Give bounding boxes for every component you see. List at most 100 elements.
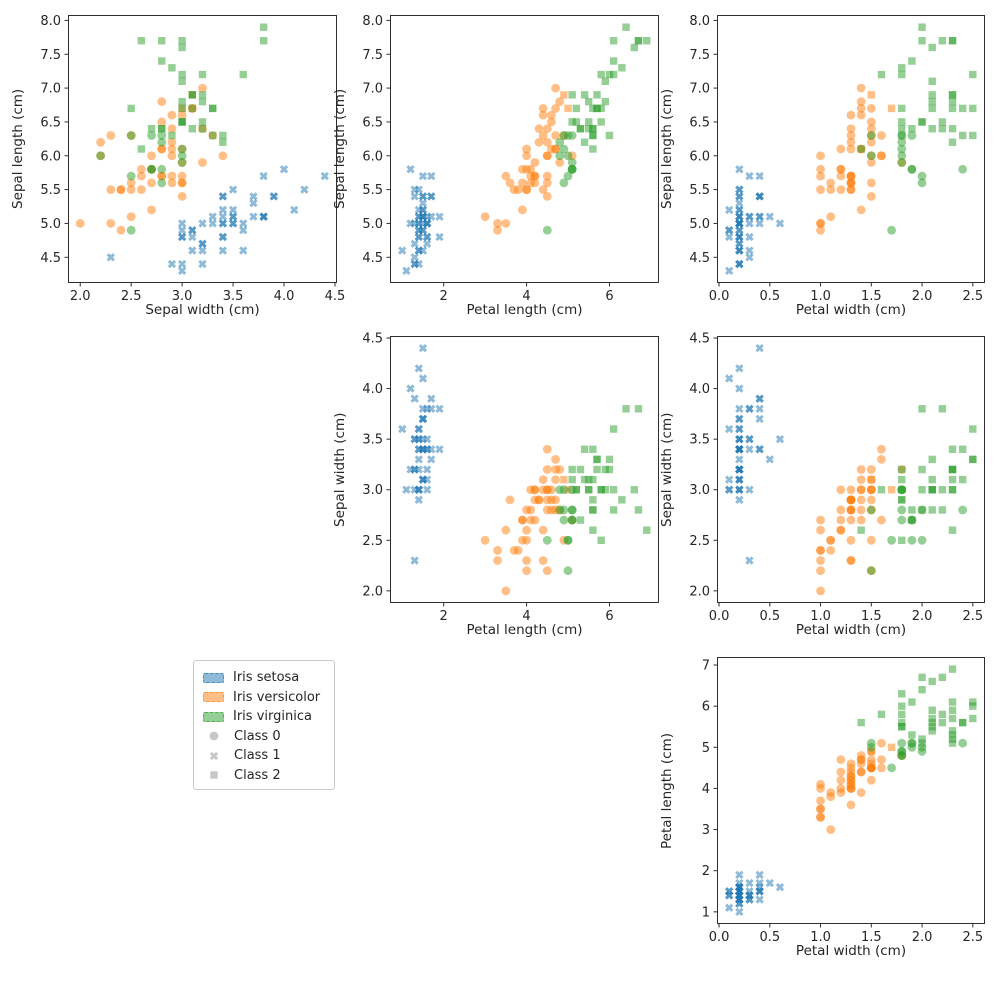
svg-text:3.0: 3.0 [362,483,383,498]
svg-text:2.5: 2.5 [962,609,983,624]
svg-text:1.0: 1.0 [810,609,831,624]
svg-text:6.5: 6.5 [362,115,383,130]
svg-text:2.5: 2.5 [962,930,983,945]
svg-text:3.0: 3.0 [172,289,193,304]
svg-text:2.0: 2.0 [362,584,383,599]
svg-text:2.0: 2.0 [912,930,933,945]
legend-label: Iris setosa [233,670,300,686]
svg-text:0.5: 0.5 [759,609,780,624]
y-axis-label: Sepal width (cm) [332,412,348,527]
svg-text:4.5: 4.5 [325,289,346,304]
svg-text:7.0: 7.0 [40,82,61,97]
svg-text:4.5: 4.5 [689,332,710,347]
scatter-canvas: 0.0 0.5 1.0 1.5 2.0 2.5 4.5 5.0 5.5 6.0 6.5 7.0 7.5 8… [689,14,985,304]
svg-text:4: 4 [522,289,530,304]
svg-text:7.5: 7.5 [362,48,383,63]
x-axis-label: Petal length (cm) [466,622,583,638]
y-axis-label: Sepal length (cm) [332,88,348,210]
svg-text:2.0: 2.0 [70,289,91,304]
svg-text:6.0: 6.0 [40,149,61,164]
svg-text:3.5: 3.5 [223,289,244,304]
scatter-canvas: 2 4 6 2.0 2.5 3.0 3.5 4.0 4.5 [362,332,659,624]
virginica-color-swatch [203,711,224,722]
svg-text:7.5: 7.5 [689,48,710,63]
svg-text:5.5: 5.5 [689,183,710,198]
svg-text:6.0: 6.0 [362,149,383,164]
svg-text:8.0: 8.0 [362,14,383,29]
x-axis-label: Petal width (cm) [795,302,907,318]
svg-text:5.0: 5.0 [362,217,383,232]
svg-text:1.0: 1.0 [810,930,831,945]
subplot-petal-width-vs-sepal-width: 0.0 0.5 1.0 1.5 2.0 2.5 2.0 2.5 3.0 3.5 4.0 4.5 Pet… [659,332,985,638]
x-axis-label: Petal width (cm) [795,622,907,638]
svg-text:1.5: 1.5 [861,609,882,624]
svg-text:8.0: 8.0 [689,14,710,29]
svg-text:2.5: 2.5 [121,289,142,304]
svg-text:3.0: 3.0 [689,483,710,498]
versicolor-color-swatch [203,692,224,703]
scatter-canvas: 2.0 2.5 3.0 3.5 4.0 4.5 4.5 5.0 5.5 6.0 6.5 7.0 7.5 8… [40,14,345,304]
y-axis-label: Petal length (cm) [659,732,675,849]
scatter-canvas: 2 4 6 4.5 5.0 5.5 6.0 6.5 7.0 7.5 8.0 [362,14,659,304]
svg-text:6.5: 6.5 [40,115,61,130]
legend: Iris setosa Iris versicolor Iris virgini… [193,660,335,790]
svg-text:7: 7 [702,659,710,674]
svg-text:3: 3 [702,823,710,838]
y-axis-label: Sepal length (cm) [659,88,675,210]
svg-text:6.0: 6.0 [689,149,710,164]
svg-text:1.5: 1.5 [861,930,882,945]
svg-text:2: 2 [702,864,710,879]
legend-label: Class 1 [234,748,281,764]
svg-text:4.0: 4.0 [362,382,383,397]
svg-text:0.5: 0.5 [759,930,780,945]
svg-text:4.5: 4.5 [689,251,710,266]
svg-text:2.0: 2.0 [689,584,710,599]
svg-text:0.0: 0.0 [709,609,730,624]
setosa-color-swatch [203,672,224,683]
subplot-petal-width-vs-petal-length: 0.0 0.5 1.0 1.5 2.0 2.5 1 2 3 4 5 6 7 Petal width (c… [659,657,985,959]
svg-text:2.5: 2.5 [689,534,710,549]
x-axis-label: Petal width (cm) [795,943,907,959]
svg-text:4.5: 4.5 [40,251,61,266]
svg-text:5.5: 5.5 [362,183,383,198]
svg-text:0.0: 0.0 [709,289,730,304]
circle-marker-icon [209,731,219,741]
svg-text:2.5: 2.5 [962,289,983,304]
legend-label: Class 0 [234,728,281,744]
svg-text:1: 1 [702,905,710,920]
svg-text:7.0: 7.0 [362,82,383,97]
svg-text:6: 6 [605,609,613,624]
svg-text:7.5: 7.5 [40,48,61,63]
svg-text:1.5: 1.5 [861,289,882,304]
svg-text:5: 5 [702,741,710,756]
svg-text:7.0: 7.0 [689,82,710,97]
svg-text:2.0: 2.0 [912,609,933,624]
legend-label: Iris virginica [233,709,312,725]
x-marker-icon [209,751,219,760]
square-marker-icon [210,771,218,779]
svg-text:2: 2 [440,609,448,624]
scatter-canvas: 0.0 0.5 1.0 1.5 2.0 2.5 2.0 2.5 3.0 3.5 4.0 4.5 [689,332,985,624]
svg-text:4: 4 [522,609,530,624]
svg-text:2.0: 2.0 [912,289,933,304]
subplot-petal-length-vs-sepal-length: 2 4 6 4.5 5.0 5.5 6.0 6.5 7.0 7.5 8.0 Petal length… [332,14,659,318]
x-axis-label: Sepal width (cm) [145,302,260,318]
svg-text:4.5: 4.5 [362,332,383,347]
subplot-sepal-width-vs-sepal-length: 2.0 2.5 3.0 3.5 4.0 4.5 4.5 5.0 5.5 6.0 6.5 7.0 7.5 8… [10,14,345,318]
svg-text:6: 6 [702,700,710,715]
legend-item-iris-virginica: Iris virginica [203,707,334,727]
scatter-canvas: 0.0 0.5 1.0 1.5 2.0 2.5 1 2 3 4 5 6 7 [702,657,985,945]
svg-text:3.5: 3.5 [689,433,710,448]
svg-text:3.5: 3.5 [362,433,383,448]
svg-text:0.0: 0.0 [709,930,730,945]
legend-item-iris-versicolor: Iris versicolor [203,688,334,708]
legend-item-class-1: Class 1 [203,746,334,766]
legend-item-class-2: Class 2 [203,766,334,786]
svg-text:2.5: 2.5 [362,534,383,549]
x-axis-label: Petal length (cm) [466,302,583,318]
legend-label: Class 2 [234,767,281,783]
svg-text:5.0: 5.0 [40,217,61,232]
svg-text:4.0: 4.0 [274,289,295,304]
svg-text:6: 6 [605,289,613,304]
